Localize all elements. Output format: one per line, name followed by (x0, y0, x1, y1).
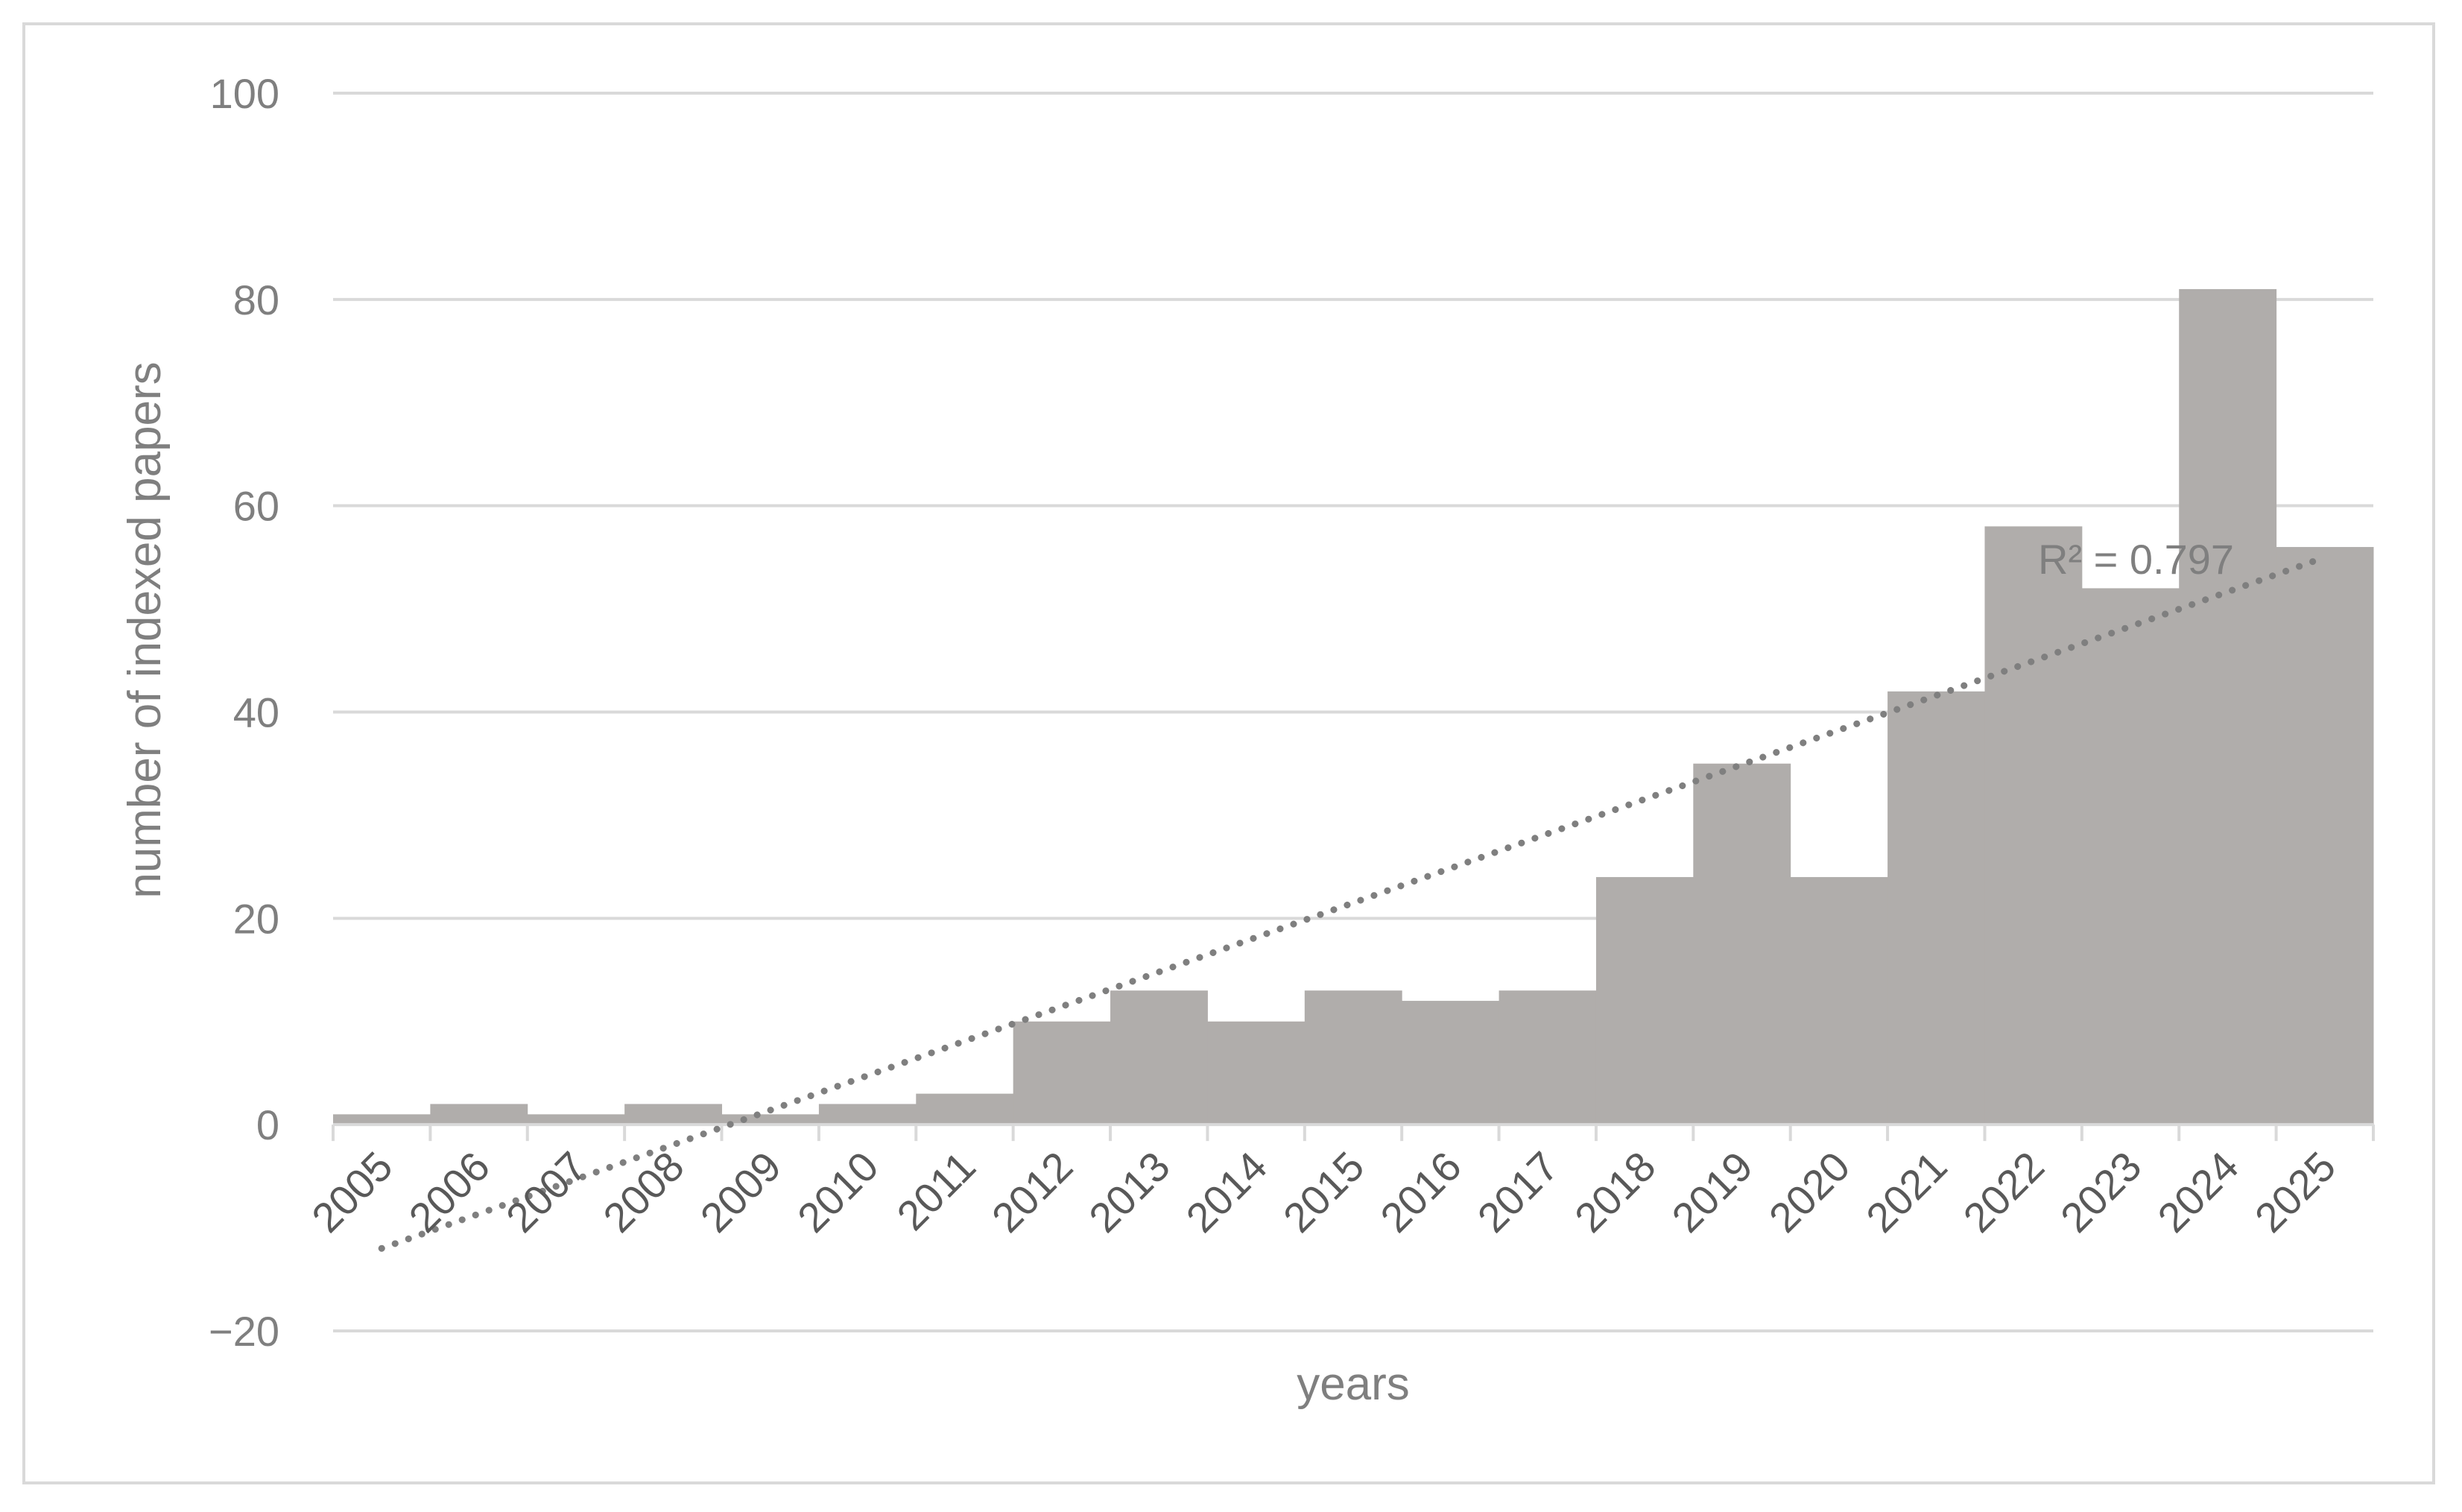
y-tick-label: 80 (233, 276, 279, 323)
bar-2011 (916, 1093, 1014, 1125)
bar-2023 (2081, 588, 2180, 1125)
bar-2018 (1595, 876, 1694, 1125)
x-tick-label: 2007 (497, 1142, 596, 1241)
x-axis (332, 1123, 2375, 1142)
y-axis-title: number of indexed papers (119, 361, 171, 898)
bar-2024 (2179, 288, 2277, 1125)
x-tick-label: 2020 (1760, 1142, 1859, 1241)
x-tick-label: 2005 (303, 1142, 402, 1241)
x-tick-label: 2017 (1469, 1142, 1568, 1241)
bar-2014 (1207, 1021, 1306, 1125)
bar-2012 (1013, 1021, 1111, 1125)
bar-2022 (1984, 526, 2083, 1125)
r-squared-label: R² = 0.797 (2038, 536, 2234, 583)
x-tick-label: 2019 (1662, 1142, 1762, 1241)
trendline-line (378, 554, 2329, 1252)
x-tick-label: 2011 (887, 1142, 984, 1239)
bar-2025 (2276, 547, 2374, 1125)
x-tick-label: 2013 (1080, 1142, 1179, 1241)
y-tick-label: −20 (209, 1308, 279, 1355)
y-tick-label: 40 (233, 689, 279, 736)
bar-2013 (1110, 990, 1208, 1125)
x-tick-label: 2016 (1371, 1142, 1470, 1241)
y-tick-labels: −20 0 20 40 60 80 100 (209, 70, 279, 1355)
bar-2008 (624, 1104, 723, 1125)
trendline (378, 554, 2329, 1252)
x-tick-label: 2018 (1566, 1142, 1665, 1241)
bar-2016 (1402, 1001, 1500, 1125)
x-tick-label: 2024 (2148, 1142, 2247, 1241)
x-tick-label: 2008 (594, 1142, 693, 1241)
x-tick-label: 2012 (983, 1142, 1082, 1241)
bar-2007 (527, 1114, 625, 1125)
bar-2021 (1887, 691, 1985, 1125)
bar-2009 (721, 1114, 820, 1125)
x-tick-label: 2023 (2051, 1142, 2151, 1241)
x-tick-label: 2022 (1955, 1142, 2054, 1241)
bar-2019 (1693, 763, 1791, 1125)
x-tick-label: 2014 (1177, 1142, 1276, 1241)
bar-2005 (333, 1114, 431, 1125)
bars (333, 288, 2374, 1125)
x-axis-title: years (1297, 1358, 1410, 1410)
y-tick-label: 0 (256, 1101, 279, 1148)
bar-2006 (430, 1104, 528, 1125)
x-tick-label: 2010 (788, 1142, 887, 1241)
bar-2010 (818, 1104, 917, 1125)
y-tick-label: 100 (210, 70, 279, 117)
y-tick-label: 20 (233, 895, 279, 942)
x-tick-label: 2025 (2246, 1142, 2345, 1241)
x-tick-label: 2015 (1274, 1142, 1373, 1241)
bar-2015 (1304, 990, 1402, 1125)
y-tick-label: 60 (233, 483, 279, 530)
bar-2017 (1499, 990, 1597, 1125)
x-tick-label: 2021 (1857, 1142, 1956, 1241)
x-tick-label: 2009 (692, 1142, 791, 1241)
bar-2020 (1790, 876, 1888, 1125)
